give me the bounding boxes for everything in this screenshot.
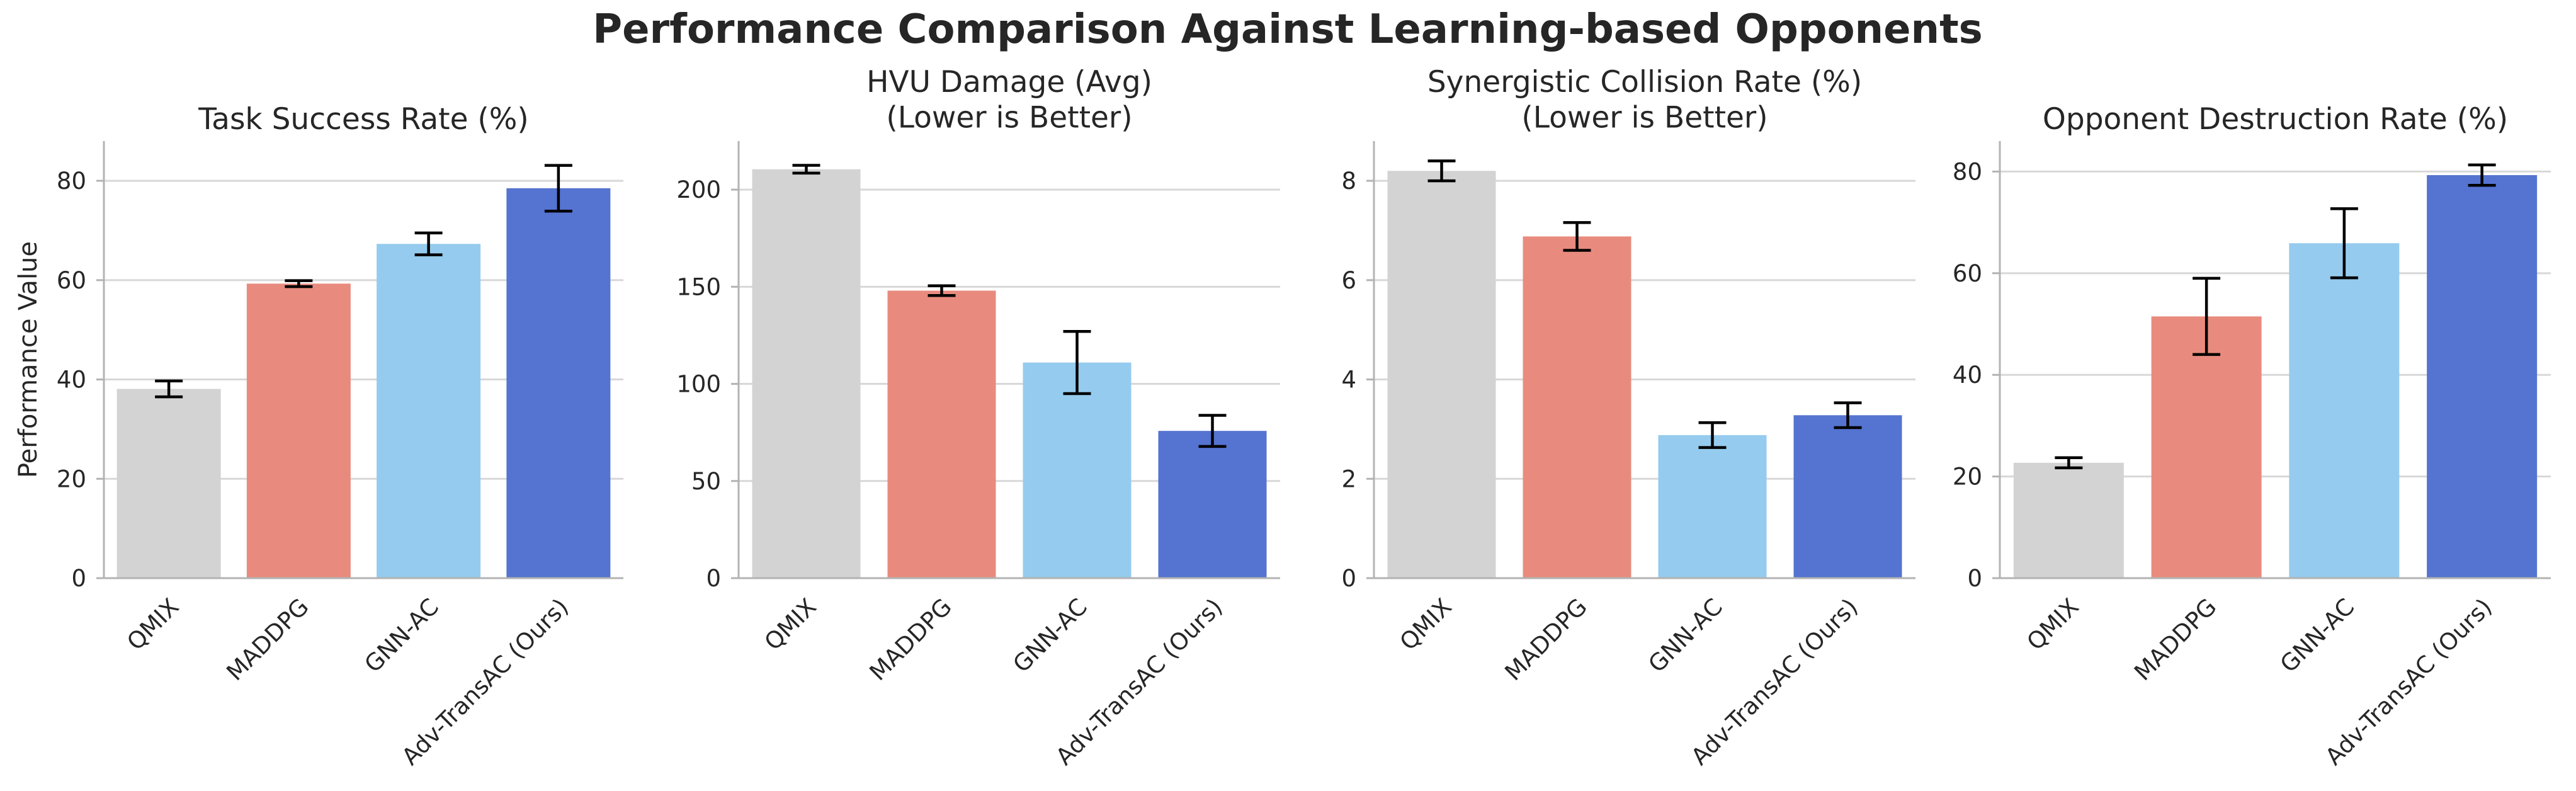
bar xyxy=(2151,316,2262,578)
figure-title: Performance Comparison Against Learning-… xyxy=(593,6,1983,53)
y-tick-label: 0 xyxy=(1341,565,1356,592)
y-tick-label: 40 xyxy=(57,367,86,394)
panel-title: HVU Damage (Avg) (Lower is Better) xyxy=(866,65,1152,135)
y-tick-label: 20 xyxy=(57,465,86,492)
bar xyxy=(116,389,221,578)
y-tick-label: 200 xyxy=(676,176,721,203)
y-tick-label: 20 xyxy=(1953,464,1982,491)
panel-title: Task Success Rate (%) xyxy=(198,102,529,137)
bar xyxy=(246,283,351,578)
y-tick-label: 100 xyxy=(676,371,721,398)
y-tick-label: 8 xyxy=(1341,168,1356,195)
bar xyxy=(752,169,861,578)
bar xyxy=(377,244,481,578)
bar xyxy=(887,290,996,578)
bar xyxy=(1023,362,1132,578)
y-tick-label: 0 xyxy=(706,565,721,592)
y-tick-label: 40 xyxy=(1953,361,1982,389)
y-tick-label: 4 xyxy=(1341,367,1356,394)
y-tick-label: 6 xyxy=(1341,267,1356,294)
panel-title: Synergistic Collision Rate (%) (Lower is … xyxy=(1427,65,1862,135)
bar xyxy=(506,188,611,579)
y-tick-label: 60 xyxy=(57,267,86,294)
bar xyxy=(1158,431,1267,578)
bar xyxy=(1523,236,1631,578)
bar xyxy=(2013,462,2124,578)
bar xyxy=(2289,243,2400,578)
bar xyxy=(1658,435,1767,578)
y-tick-label: 150 xyxy=(676,273,721,300)
y-tick-label: 0 xyxy=(71,565,86,592)
bar xyxy=(2427,175,2538,578)
y-tick-label: 50 xyxy=(691,468,721,495)
panel-title: Opponent Destruction Rate (%) xyxy=(2043,102,2508,137)
y-axis-label: Performance Value xyxy=(14,241,43,478)
bar xyxy=(1387,171,1496,578)
y-tick-label: 80 xyxy=(57,168,86,195)
y-tick-label: 80 xyxy=(1953,158,1982,185)
y-tick-label: 0 xyxy=(1967,565,1982,592)
bar xyxy=(1793,415,1902,578)
y-tick-label: 2 xyxy=(1341,465,1356,492)
y-tick-label: 60 xyxy=(1953,260,1982,287)
